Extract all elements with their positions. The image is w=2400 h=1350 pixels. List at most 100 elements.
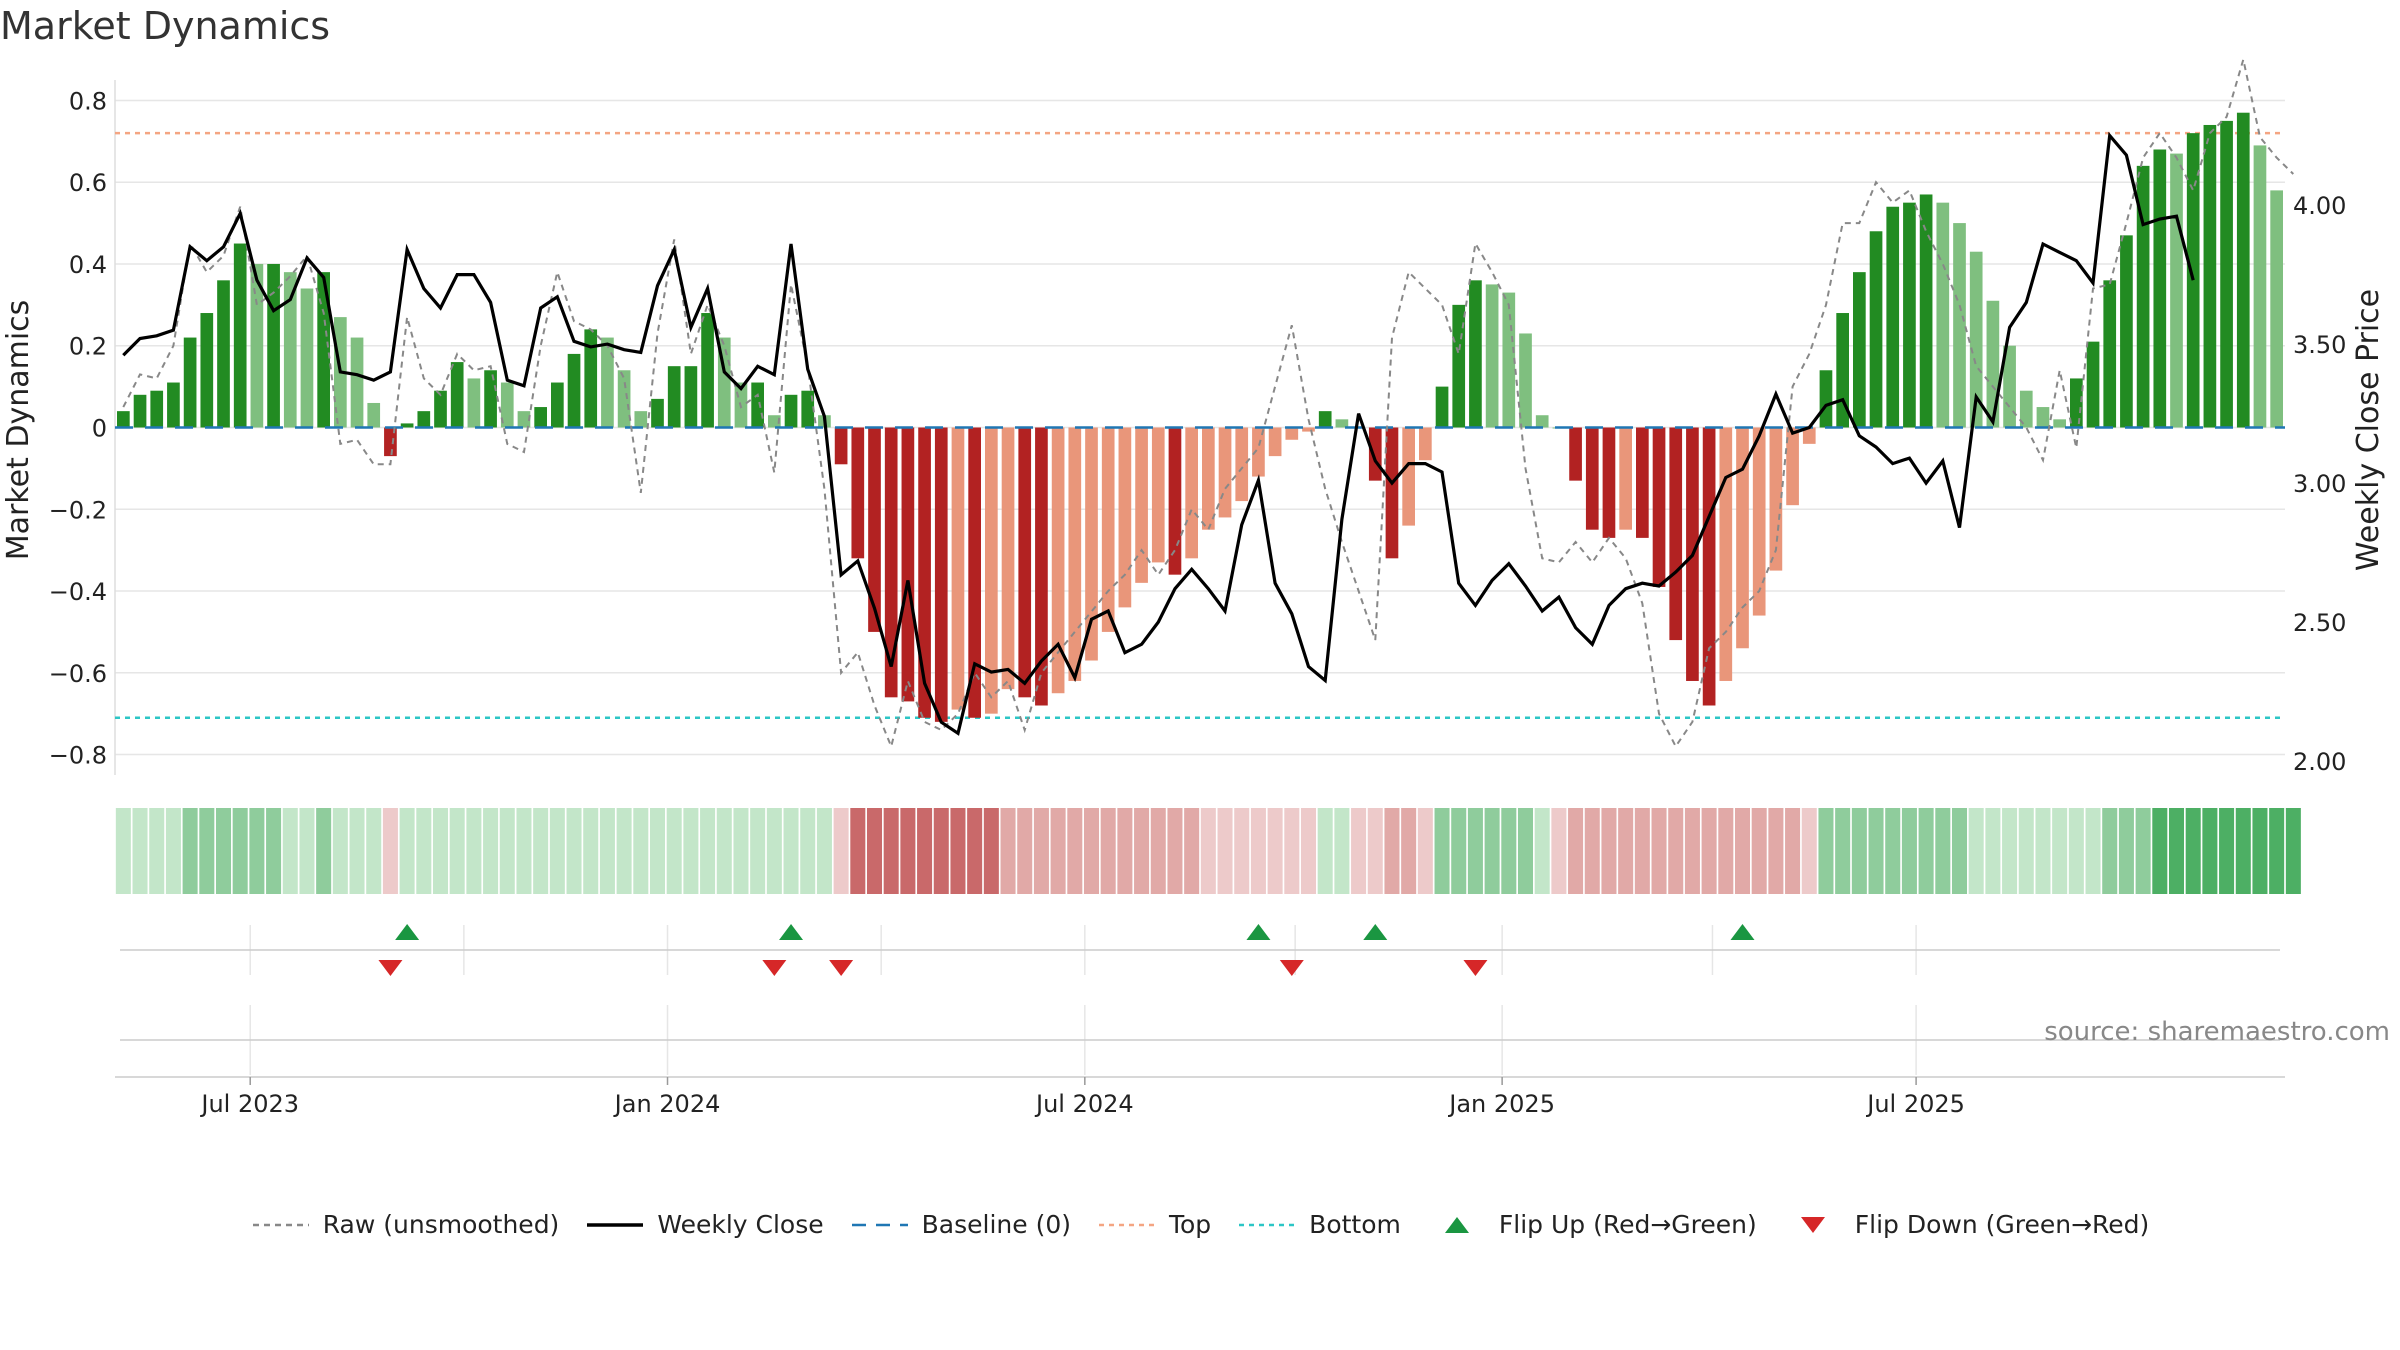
flip-markers-panel: [120, 924, 2280, 976]
bar: [1936, 202, 1950, 428]
legend-label-raw: Raw (unsmoothed): [322, 1210, 560, 1239]
strength-cell: [1267, 808, 1283, 894]
y-tick-label: 0.6: [69, 169, 107, 197]
bar: [1135, 427, 1148, 583]
strength-cell: [1167, 808, 1183, 894]
legend-item-baseline: Baseline (0): [850, 1210, 1071, 1239]
strength-cell: [115, 808, 131, 894]
bar: [400, 423, 414, 428]
bar: [350, 337, 364, 428]
strength-cell: [2285, 808, 2301, 894]
bar: [1168, 427, 1182, 575]
strength-cell: [1067, 808, 1083, 894]
bar: [2103, 280, 2117, 428]
strength-cell: [1250, 808, 1266, 894]
strength-cell: [2269, 808, 2285, 894]
bar: [1001, 427, 1015, 690]
strength-cell: [1184, 808, 1200, 894]
y-axis-label: Market Dynamics: [1, 300, 36, 561]
bar: [1602, 427, 1616, 538]
strength-cell: [1968, 808, 1984, 894]
strength-cell: [1000, 808, 1016, 894]
bar: [317, 272, 330, 428]
strength-cell: [533, 808, 549, 894]
strength-cell: [1317, 808, 1333, 894]
bar: [183, 337, 197, 428]
bar: [985, 427, 998, 714]
x-tick-label: Jul 2023: [199, 1090, 299, 1118]
strength-cell: [316, 808, 332, 894]
strength-cell: [2018, 808, 2034, 894]
strength-cell: [1634, 808, 1650, 894]
bar: [1018, 427, 1032, 698]
legend-swatch-flipdown: [1800, 1216, 1825, 1233]
bar: [1118, 427, 1132, 608]
strength-cell: [199, 808, 215, 894]
strength-cell: [1551, 808, 1567, 894]
bar: [617, 370, 631, 428]
strength-cell: [700, 808, 716, 894]
bar: [2120, 235, 2133, 428]
flip-down-marker: [762, 960, 787, 976]
y-axis-ticks: 0.8 0.6 0.4 0.2 0 −0.2 −0.4 −0.6 −0.8: [49, 87, 107, 769]
bar: [1802, 427, 1816, 444]
strength-cell: [900, 808, 916, 894]
flip-down-marker: [378, 960, 403, 976]
raw-series: [122, 59, 2295, 750]
strength-cell: [1985, 808, 2001, 894]
x-tick-label: Jan 2025: [1447, 1090, 1555, 1118]
strength-cell: [1868, 808, 1884, 894]
strength-cell: [349, 808, 365, 894]
bar: [1402, 427, 1415, 526]
strength-cell: [1734, 808, 1751, 894]
legend-label-flipdown: Flip Down (Green→Red): [1854, 1210, 2150, 1239]
bars-series: [117, 112, 2283, 722]
y2-axis-ticks: 4.00 3.50 3.00 2.50 2.00: [2293, 192, 2346, 776]
strength-cell: [1367, 808, 1383, 894]
bar: [1853, 272, 1866, 428]
bar: [1435, 386, 1449, 428]
bar: [1769, 427, 1783, 571]
strength-cell: [1117, 808, 1133, 894]
flip-up-marker: [1246, 924, 1271, 940]
strength-cell: [432, 808, 449, 894]
bar: [1886, 206, 1900, 428]
strength-cell: [917, 808, 933, 894]
strength-cell: [1200, 808, 1216, 894]
strength-cell: [1501, 808, 1517, 894]
bar: [1585, 427, 1599, 530]
strength-cell: [800, 808, 816, 894]
strength-cell: [1484, 808, 1500, 894]
bar: [2019, 390, 2033, 428]
bar: [2220, 120, 2233, 428]
strength-cell: [1651, 808, 1667, 894]
y-tick-label: −0.6: [49, 660, 107, 688]
bar: [834, 427, 848, 465]
bar: [2003, 345, 2016, 428]
legend-item-top: Top: [1097, 1210, 1211, 1239]
bar: [117, 411, 130, 428]
y-tick-label: 0.2: [69, 333, 107, 361]
bar: [300, 288, 314, 428]
bar: [1736, 427, 1749, 649]
strength-cell: [1150, 808, 1166, 894]
strength-cell: [182, 808, 198, 894]
bar: [2070, 378, 2083, 428]
strength-cell: [1918, 808, 1934, 894]
strength-cell: [583, 808, 599, 894]
bar: [2203, 124, 2217, 428]
bar: [534, 407, 547, 428]
bar: [1252, 427, 1265, 477]
strength-cell: [1835, 808, 1851, 894]
strength-cell: [1050, 808, 1066, 894]
strength-cell: [733, 808, 749, 894]
bar: [1869, 231, 1883, 428]
strength-cell: [399, 808, 415, 894]
strength-cell: [1601, 808, 1617, 894]
strength-cell: [649, 808, 666, 894]
y2-tick-label: 2.50: [2293, 609, 2346, 637]
strength-cell: [499, 808, 515, 894]
legend-item-bottom: Bottom: [1237, 1210, 1401, 1239]
bar: [484, 370, 497, 428]
